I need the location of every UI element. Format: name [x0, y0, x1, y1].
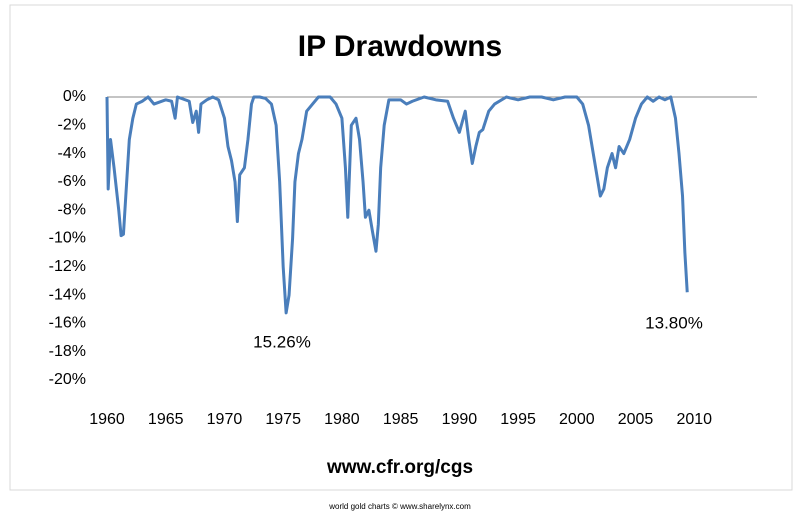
x-tick-label: 1995: [500, 411, 536, 428]
x-tick-label: 2005: [618, 411, 654, 428]
y-tick-label: -8%: [58, 201, 86, 218]
x-tick-label: 1965: [148, 411, 184, 428]
annotation: 13.80%: [645, 313, 703, 332]
chart-title: IP Drawdowns: [298, 30, 503, 63]
x-tick-label: 2010: [676, 411, 712, 428]
y-tick-label: -18%: [49, 343, 86, 360]
x-tick-label: 1980: [324, 411, 360, 428]
y-tick-label: -12%: [49, 258, 86, 275]
y-tick-label: -14%: [49, 286, 86, 303]
footer: world gold charts © www.sharelynx.com: [328, 502, 471, 511]
y-tick-label: -4%: [58, 145, 86, 162]
x-tick-label: 1985: [383, 411, 419, 428]
y-tick-label: -20%: [49, 371, 86, 388]
annotation: 15.26%: [253, 332, 311, 351]
x-tick-label: 1960: [89, 411, 125, 428]
data-line: [105, 95, 689, 315]
y-tick-label: -2%: [58, 117, 86, 134]
x-tick-label: 2000: [559, 411, 595, 428]
chart-frame: [9, 4, 793, 491]
x-axis-label: www.cfr.org/cgs: [326, 457, 473, 478]
x-tick-label: 1975: [265, 411, 301, 428]
y-tick-label: -10%: [49, 230, 86, 247]
x-tick-label: 1990: [442, 411, 478, 428]
y-tick-label: -16%: [49, 315, 86, 332]
y-tick-label: 0%: [63, 88, 86, 105]
y-tick-label: -6%: [58, 173, 86, 190]
x-tick-label: 1970: [207, 411, 243, 428]
